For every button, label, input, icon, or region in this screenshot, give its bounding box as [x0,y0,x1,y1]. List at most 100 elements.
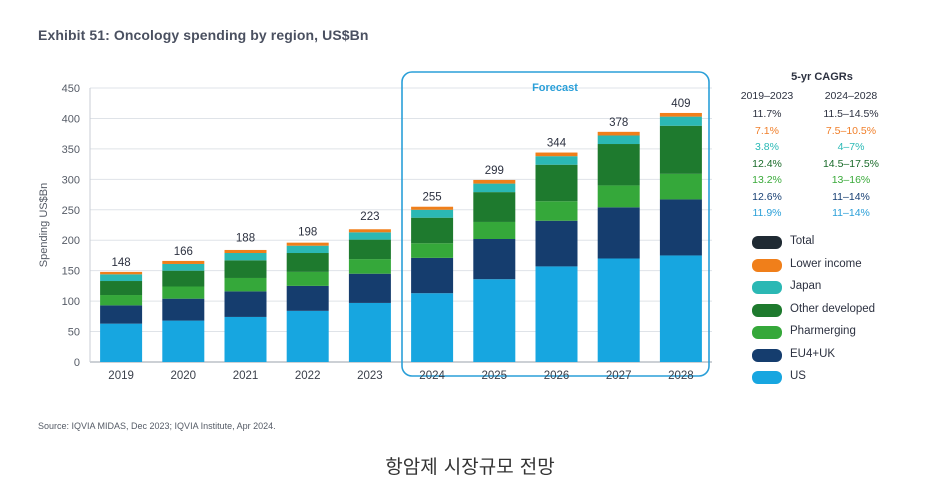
bar-segment-us [286,310,329,362]
legend-swatch [752,236,782,249]
bar-segment-us [535,266,578,362]
total-label: 148 [112,257,131,269]
bar-segment-pharmerging [286,271,329,286]
cagr-value-2024-2028: 7.5–10.5% [825,124,877,137]
cagr-value-2019-2023: 12.6% [752,190,782,203]
bar-segment-lower-income [597,131,640,136]
bar-segment-eu4-uk [224,291,267,317]
bar-segment-other-developed [224,260,267,278]
total-label: 198 [298,226,317,238]
bar-segment-other-developed [473,192,516,222]
legend-swatch [752,303,782,317]
bar-segment-japan [286,245,329,254]
y-tick-label: 250 [62,205,80,217]
bar-segment-pharmerging [597,185,640,208]
cagr-value-2024-2028: 11.5–14.5% [823,108,879,120]
bar-segment-lower-income [348,229,391,233]
bar-segment-lower-income [162,260,205,264]
bar-segment-eu4-uk [535,220,578,267]
bar-segment-pharmerging [224,277,267,292]
total-labels: 148 166 188 198 223 255 299 344 378 409 [112,98,691,269]
bar-segment-japan [411,209,454,218]
legend-label: US [790,370,806,382]
x-tick-label: 2022 [295,370,321,382]
y-tick-label: 100 [62,296,80,308]
total-label: 409 [671,98,690,110]
cagr-value-2019-2023: 7.1% [755,124,779,137]
bar-segment-japan [224,253,267,261]
bar-segment-us [224,316,267,362]
bar-segment-pharmerging [411,243,454,258]
total-label: 223 [360,211,379,223]
bar-segment-lower-income [411,206,454,210]
caption: 항암제 시장규모 전망 [385,456,555,478]
bar-segment-pharmerging [162,286,205,299]
x-tick-label: 2027 [606,370,632,382]
legend-label: Pharmerging [790,325,856,337]
bar-segment-other-developed [348,239,391,260]
bar-segment-eu4-uk [659,199,702,256]
source-note: Source: IQVIA MIDAS, Dec 2023; IQVIA Ins… [38,421,276,431]
total-label: 188 [236,233,255,245]
bar-segment-us [348,302,391,362]
x-axis: 2019 2020 2021 2022 2023 2024 2025 2026 2027 2028 [108,370,693,382]
bar-segment-us [659,255,702,362]
cagr-row: 13.2% 13–16% [730,174,900,190]
cagr-value-2024-2028: 13–16% [831,174,871,186]
cagr-value-2024-2028: 11–14% [832,207,870,219]
x-tick-label: 2023 [357,370,383,382]
bar-segment-lower-income [473,179,516,184]
bar-segment-other-developed [286,253,329,272]
bar-segment-us [597,258,640,362]
x-tick-label: 2028 [668,370,694,382]
bar-segment-japan [473,183,516,193]
bar-segment-eu4-uk [597,207,640,259]
legend-label: Japan [790,280,822,292]
cagr-row: 11.7% 11.5–14.5% [730,108,900,124]
bar-segment-japan [100,274,143,282]
bar-segment-other-developed [100,281,143,296]
bar-segment-japan [162,263,205,271]
bars-group [100,112,702,362]
y-tick-label: 0 [74,357,80,369]
bar-segment-japan [597,135,640,145]
bar-segment-us [473,279,516,362]
bar-segment-japan [535,156,578,165]
legend-label: EU4+UK [790,347,836,360]
chart-title: Exhibit 51: Oncology spending by region,… [38,27,369,43]
bar-segment-lower-income [100,271,143,275]
cagr-value-2024-2028: 4–7% [837,141,865,153]
bar-segment-lower-income [535,152,578,157]
cagr-row: 12.4% 14.5–17.5% [730,158,900,174]
total-label: 166 [174,246,193,258]
x-tick-label: 2019 [108,370,134,382]
cagr-value-2019-2023: 11.7% [752,108,782,120]
bar-segment-lower-income [224,249,267,254]
legend-swatch [752,348,782,362]
x-tick-label: 2024 [419,370,445,382]
y-axis-label: Spending US$Bn [38,183,50,267]
cagr-row: 3.8% 4–7% [730,141,900,157]
bar-segment-eu4-uk [473,239,516,280]
total-label: 299 [485,165,504,177]
x-tick-label: 2026 [544,370,570,382]
forecast-box [401,71,710,377]
bar-segment-other-developed [597,144,640,186]
bar-segment-pharmerging [100,295,143,306]
bar-segment-us [162,320,205,362]
cagr-row: 12.6% 11–14% [730,191,900,207]
cagr-value-2024-2028: 11–14% [832,190,870,203]
total-label: 255 [423,192,442,204]
legend-swatch [752,258,782,272]
cagr-value-2019-2023: 12.4% [752,157,782,170]
cagr-col1-header: 2019–2023 [740,90,794,102]
cagr-row: 7.1% 7.5–10.5% [730,125,900,141]
bar-segment-us [411,293,454,362]
bar-segment-eu4-uk [162,298,205,321]
bar-segment-pharmerging [348,259,391,274]
bar-segment-japan [659,116,702,126]
legend-swatch [752,281,782,294]
bar-segment-pharmerging [659,173,702,200]
cagr-value-2019-2023: 11.9% [752,207,782,219]
x-tick-label: 2025 [482,370,508,382]
